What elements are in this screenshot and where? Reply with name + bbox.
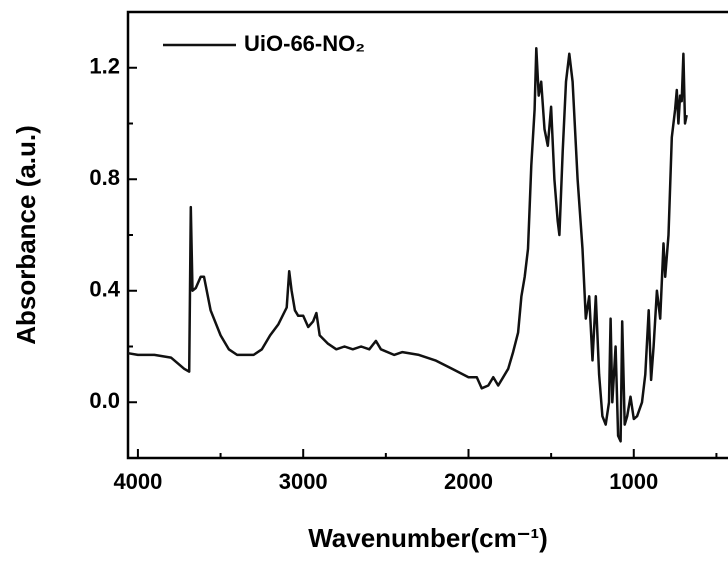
x-tick-label: 3000 — [279, 469, 328, 494]
y-tick-label: 0.0 — [89, 388, 120, 413]
y-axis-title: Absorbance (a.u.) — [11, 125, 41, 345]
x-axis-title: Wavenumber(cm⁻¹) — [308, 523, 548, 553]
x-tick-label: 1000 — [609, 469, 658, 494]
legend-label: UiO-66-NO₂ — [244, 31, 365, 56]
spectrum-line — [127, 46, 688, 443]
x-tick-label: 2000 — [444, 469, 493, 494]
y-tick-label: 1.2 — [89, 54, 120, 79]
x-tick-label: 4000 — [113, 469, 162, 494]
y-tick-label: 0.8 — [89, 165, 120, 190]
y-tick-label: 0.4 — [89, 277, 120, 302]
plot-frame — [126, 10, 728, 460]
